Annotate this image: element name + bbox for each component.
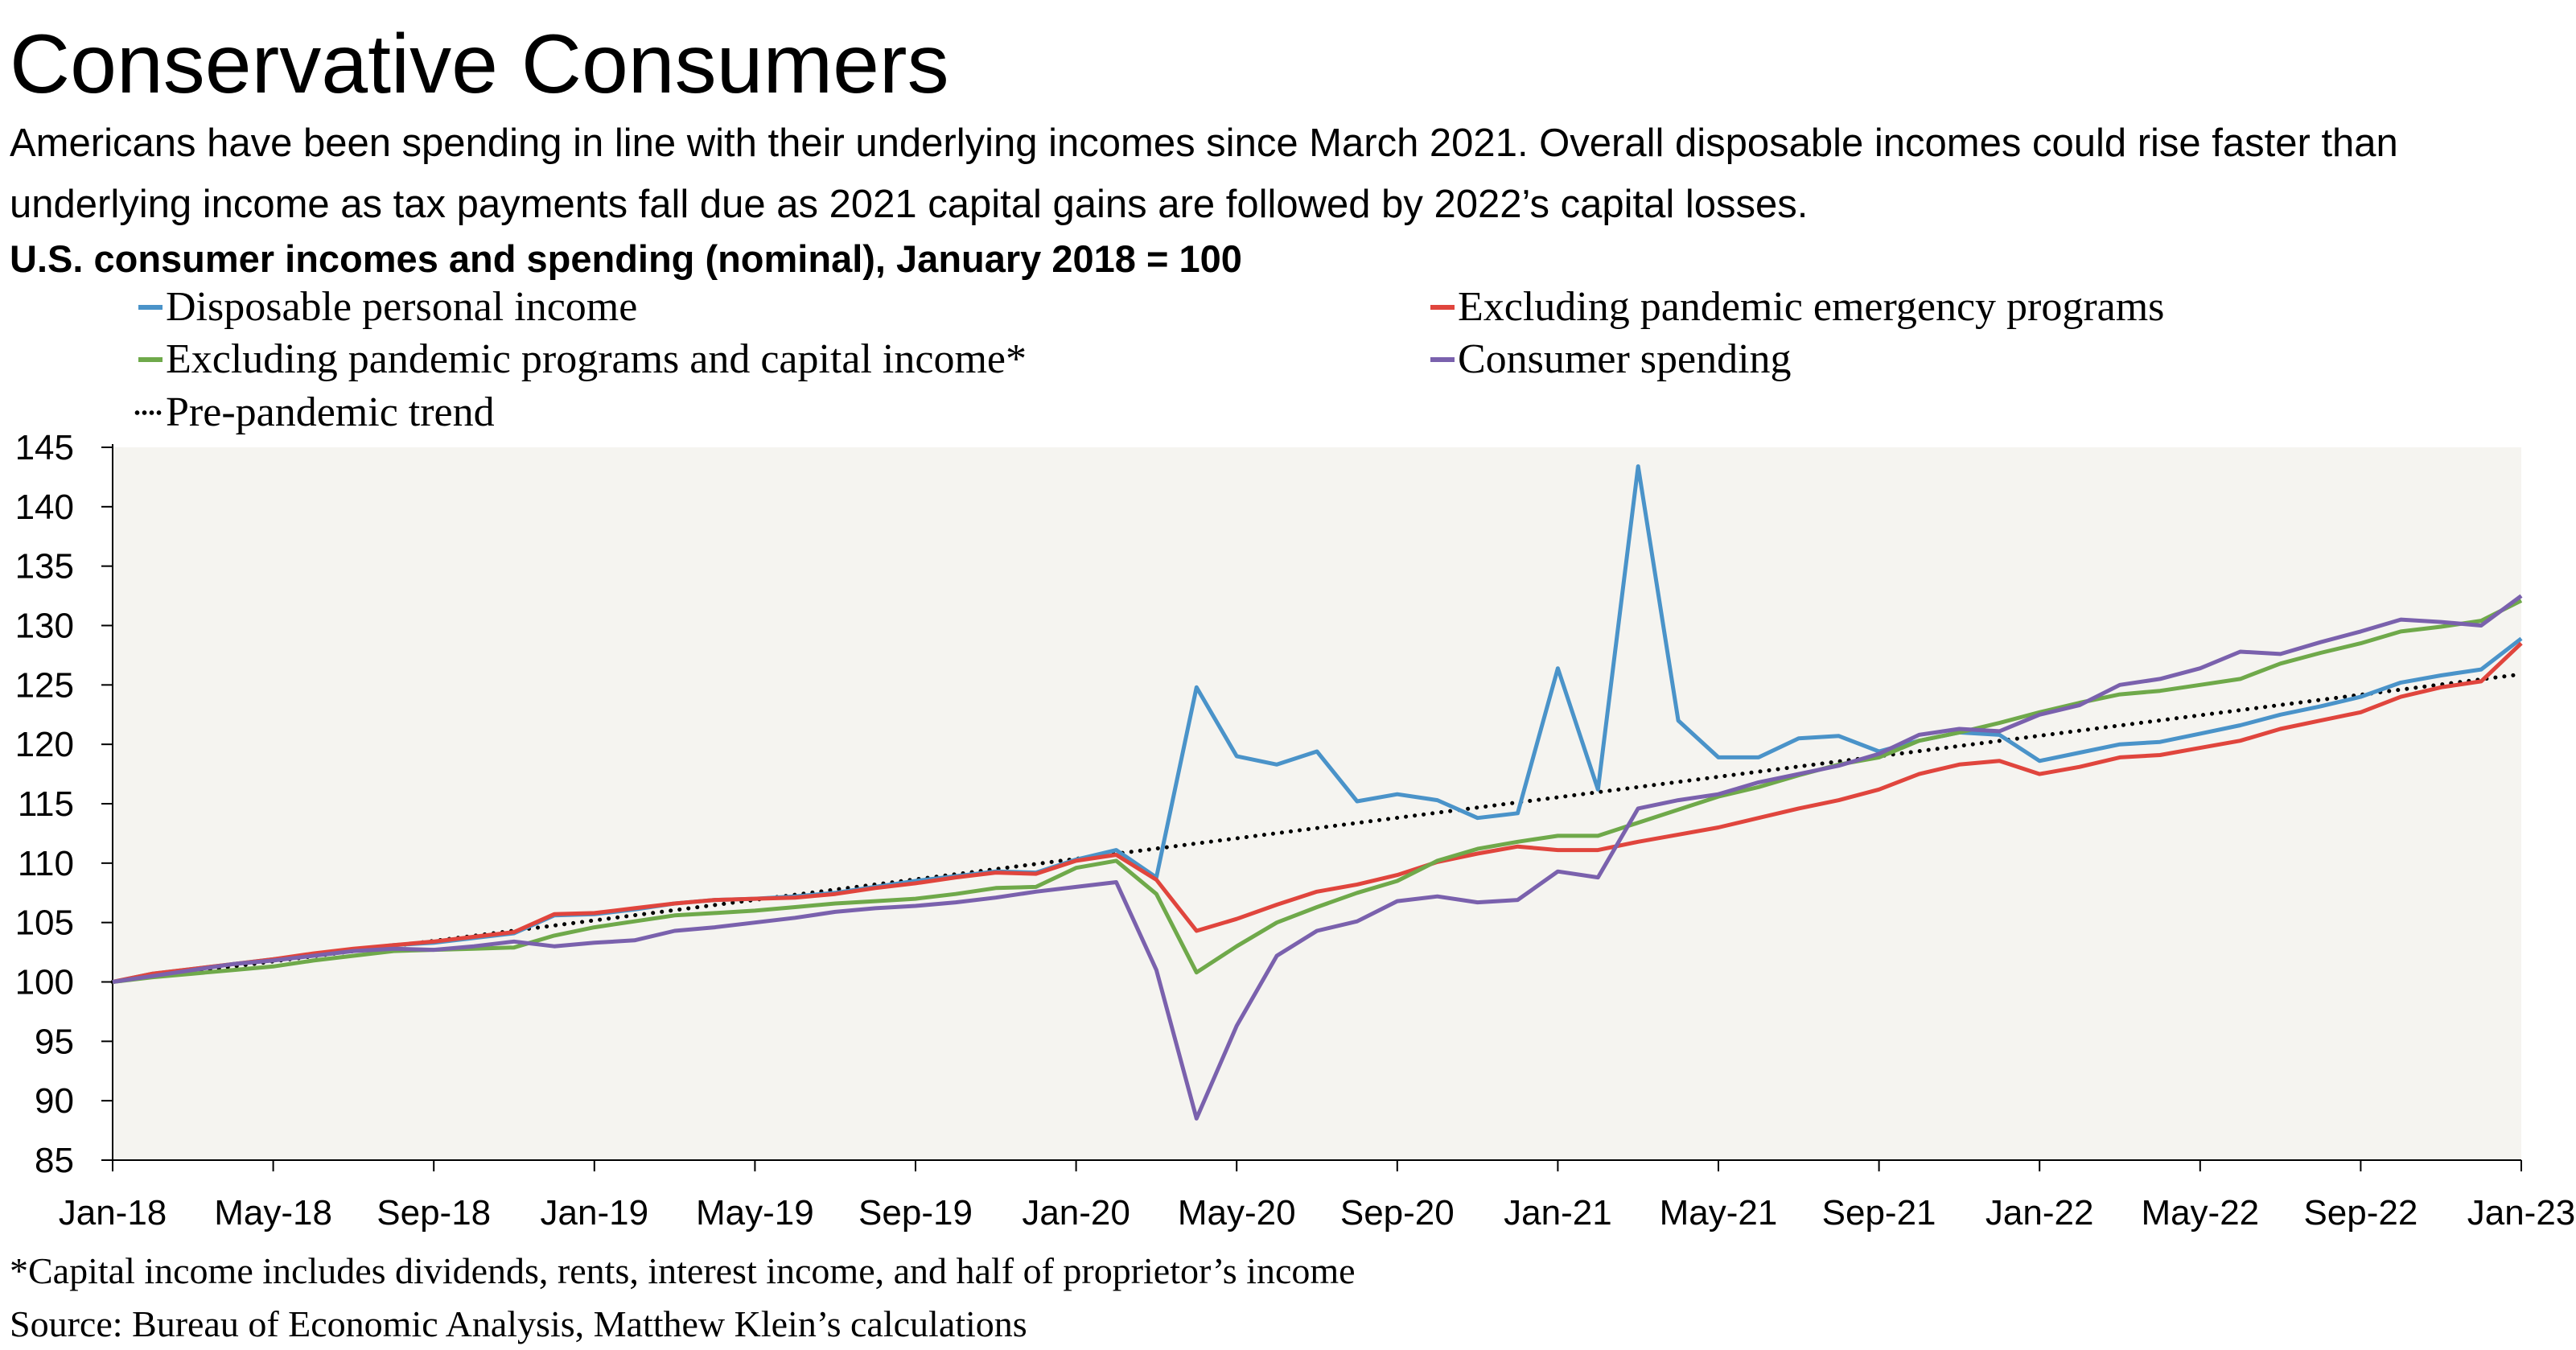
y-tick-label: 85 [35,1141,74,1180]
source-note: Source: Bureau of Economic Analysis, Mat… [10,1303,1027,1344]
x-tick-label: May-20 [1178,1193,1296,1233]
chart-subtitle: Americans have been spending in line wit… [10,121,2398,226]
x-tick-label: Jan-21 [1504,1193,1612,1233]
legend-swatch [1430,357,1455,362]
x-tick-label: Jan-23 [2467,1193,2576,1233]
y-tick-label: 120 [15,725,74,764]
series-line-3 [112,594,2523,1121]
y-tick-label: 95 [35,1022,74,1061]
legend-swatch [138,357,163,362]
y-tick-label: 125 [15,665,74,705]
legend-swatch [1430,305,1455,310]
legend-label: Excluding pandemic emergency programs [1458,284,2165,330]
legend-label: Pre-pandemic trend [166,389,495,435]
legend-item-excluding-emergency-programs: Excluding pandemic emergency programs [1430,282,2164,333]
y-tick-label: 145 [15,428,74,467]
x-tick-label: Sep-20 [1340,1193,1455,1233]
trend-line [110,672,2524,984]
x-tick-label: Jan-19 [541,1193,649,1233]
y-tick-label: 135 [15,547,74,587]
x-tick-label: May-21 [1660,1193,1778,1233]
y-tick-label: 110 [18,844,74,883]
x-tick-label: Sep-21 [1822,1193,1936,1233]
legend-item-excluding-capital-income: Excluding pandemic programs and capital … [138,334,1027,385]
x-tick-label: May-19 [696,1193,814,1233]
y-tick-label: 115 [18,784,74,824]
legend-item-pre-pandemic-trend: Pre-pandemic trend [134,387,495,438]
y-tick-label: 140 [15,488,74,527]
legend-label: Consumer spending [1458,336,1792,382]
x-tick-label: Sep-19 [858,1193,973,1233]
x-tick-label: Jan-22 [1985,1193,2094,1233]
series-line-2 [112,599,2523,984]
x-tick-label: Sep-18 [377,1193,491,1233]
series-line-1 [112,641,2523,984]
y-tick-label: 100 [15,963,74,1002]
legend-item-consumer-spending: Consumer spending [1430,334,1792,385]
chart-heading: U.S. consumer incomes and spending (nomi… [10,237,1242,280]
legend-label: Disposable personal income [166,284,638,330]
y-tick-label: 90 [35,1081,74,1121]
chart-title: Conservative Consumers [10,18,949,111]
x-tick-label: Sep-22 [2303,1193,2418,1233]
legend-label: Excluding pandemic programs and capital … [166,336,1027,382]
x-tick-label: Jan-18 [59,1193,167,1233]
legend-swatch [138,305,163,310]
x-tick-label: May-22 [2141,1193,2259,1233]
footnote: *Capital income includes dividends, rent… [10,1250,1356,1291]
x-tick-label: Jan-20 [1022,1193,1130,1233]
legend-item-disposable-income: Disposable personal income [138,282,637,333]
y-tick-label: 105 [15,903,74,943]
x-tick-label: May-18 [214,1193,332,1233]
plot-area [113,447,2521,1160]
y-tick-label: 130 [15,607,74,646]
legend-swatch [134,410,163,415]
